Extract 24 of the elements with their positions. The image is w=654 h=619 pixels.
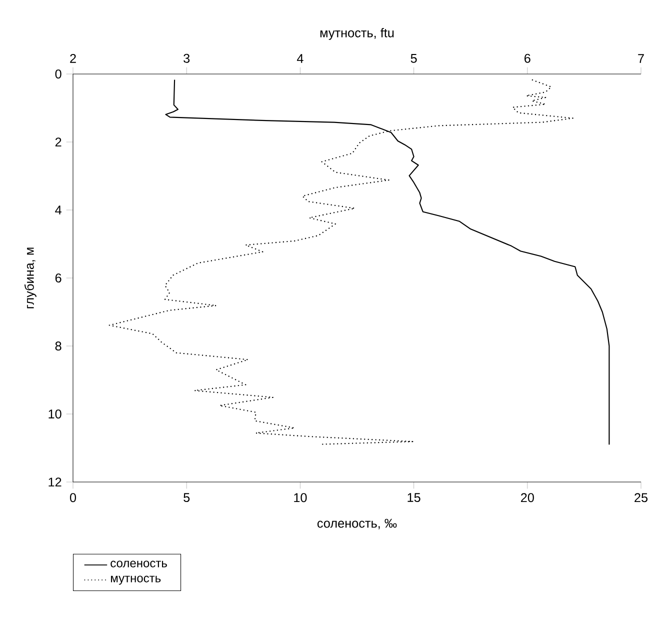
y-tick-label: 10 [48, 410, 62, 418]
x-tick-label: 5 [184, 493, 190, 502]
y-tick-label: 2 [55, 138, 62, 146]
x-tick-label: 0 [70, 493, 76, 502]
y-tick-label: 0 [55, 70, 62, 78]
x2-tick-label: 2 [70, 54, 76, 63]
y-tick-label: 8 [55, 342, 62, 350]
y-tick-label: 12 [48, 478, 62, 486]
x2-axis-title: мутность, ftu [320, 28, 394, 40]
x2-tick-label: 6 [524, 54, 530, 63]
x-tick-label: 15 [408, 493, 420, 502]
y-tick-label: 6 [55, 274, 62, 282]
x-tick-label: 10 [294, 493, 307, 502]
y-tick-label: 4 [55, 206, 62, 214]
x-axis-title: соленость, ‰ [317, 518, 397, 530]
x-tick-label: 20 [520, 493, 534, 502]
x-tick-label: 25 [634, 493, 648, 502]
x2-tick-label: 4 [296, 54, 304, 63]
x2-tick-label: 3 [184, 54, 190, 63]
y-axis-title: глубина, м [24, 248, 36, 308]
x2-tick-label: 5 [410, 54, 417, 63]
x2-tick-label: 7 [638, 54, 644, 63]
legend-label: соленость [110, 560, 167, 568]
legend-label: мутность [111, 576, 161, 585]
